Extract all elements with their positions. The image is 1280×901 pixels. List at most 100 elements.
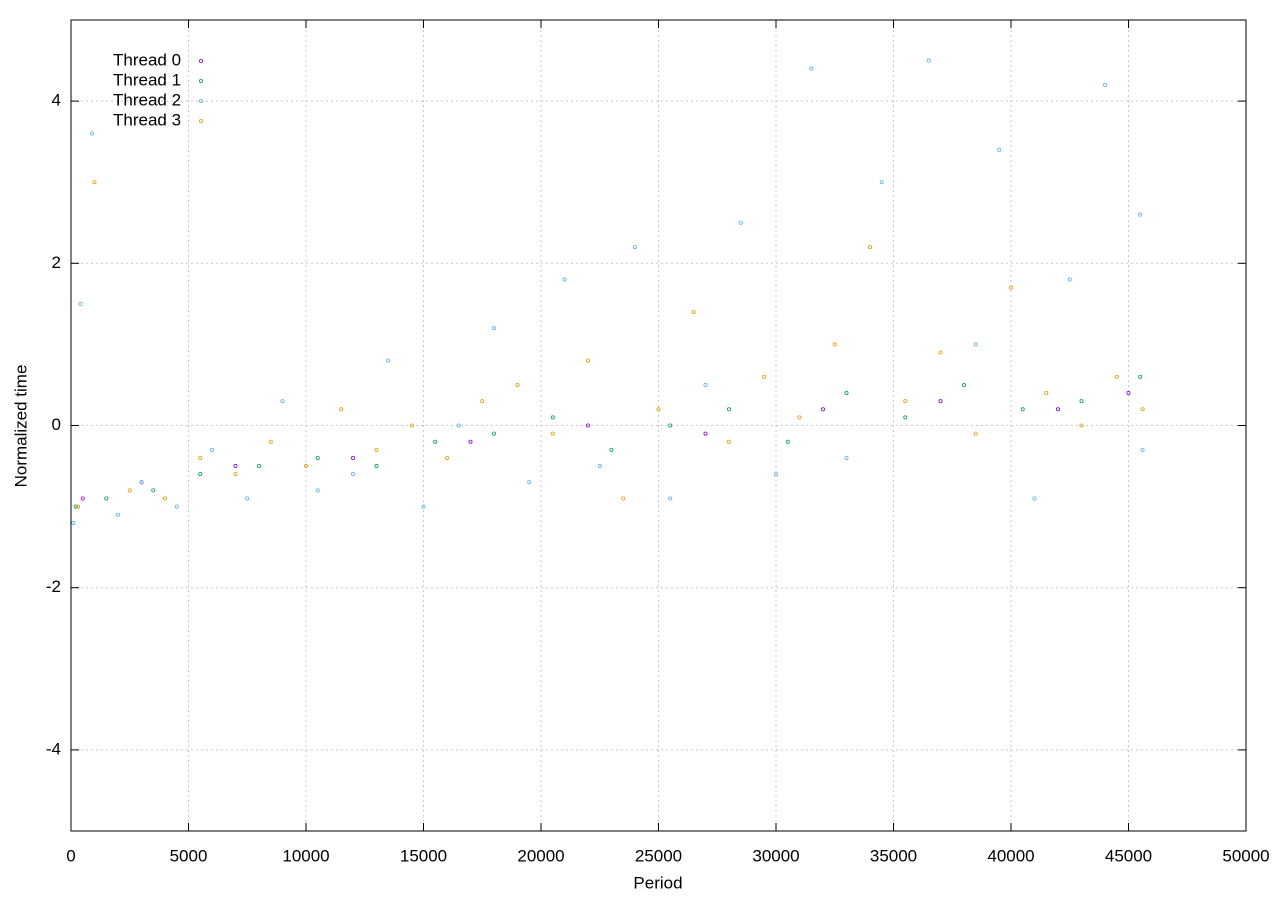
data-point [821,407,826,412]
legend-swatch [198,79,203,84]
data-point [1103,82,1108,87]
data-point [444,455,449,460]
data-point [762,374,767,379]
data-point [350,455,355,460]
data-point [809,66,814,71]
data-point [245,496,250,501]
y-tick-label: 4 [52,91,61,110]
x-tick-label: 30000 [752,846,799,865]
data-point [703,382,708,387]
data-point [374,447,379,452]
data-point [633,245,638,250]
y-tick-label: 0 [52,415,61,434]
data-point [1114,374,1119,379]
data-point [315,455,320,460]
data-point [668,423,673,428]
data-point [515,382,520,387]
x-tick-label: 40000 [987,846,1034,865]
data-point [1140,407,1145,412]
y-tick-label: -4 [46,739,61,758]
data-point [738,220,743,225]
y-tick-label: -2 [46,577,61,596]
data-point [233,472,238,477]
data-point [1056,407,1061,412]
x-tick-label: 25000 [635,846,682,865]
data-point [1079,399,1084,404]
data-point [73,504,78,509]
data-point [926,58,931,63]
data-point [162,496,167,501]
legend-label: Thread 2 [113,90,181,109]
data-point [315,488,320,493]
data-point [1138,212,1143,217]
legend-label: Thread 1 [113,70,181,89]
data-point [209,447,214,452]
x-tick-label: 45000 [1105,846,1152,865]
data-point [550,415,555,420]
data-point [1067,277,1072,282]
data-point [421,504,426,509]
legend-swatch [198,99,203,104]
x-tick-label: 50000 [1222,846,1269,865]
data-point [1020,407,1025,412]
data-point [621,496,626,501]
data-point [433,439,438,444]
data-point [962,382,967,387]
data-point [116,512,121,517]
data-point [139,480,144,485]
data-point [938,350,943,355]
data-point [1138,374,1143,379]
x-tick-label: 10000 [282,846,329,865]
data-point [997,147,1002,152]
legend-swatch [198,119,203,124]
data-point [562,277,567,282]
data-point [76,504,81,509]
data-point [456,423,461,428]
data-point [268,439,273,444]
y-tick-label: 2 [52,253,61,272]
data-point [609,447,614,452]
data-point [973,342,978,347]
x-tick-label: 35000 [870,846,917,865]
data-point [586,423,591,428]
data-point [198,472,203,477]
data-point [350,472,355,477]
data-point [656,407,661,412]
data-point [409,423,414,428]
data-point [78,301,83,306]
data-point [703,431,708,436]
data-point [727,407,732,412]
x-tick-label: 20000 [517,846,564,865]
data-point [903,399,908,404]
data-point [903,415,908,420]
data-point [104,496,109,501]
data-point [586,358,591,363]
data-point [151,488,156,493]
data-point [303,464,308,469]
data-point [386,358,391,363]
legend-label: Thread 3 [113,110,181,129]
data-point [879,180,884,185]
data-point [527,480,532,485]
data-point [71,520,76,525]
data-point [597,464,602,469]
y-axis-label: Normalized time [11,365,30,488]
data-point [90,131,95,136]
data-point [92,180,97,185]
x-tick-label: 15000 [400,846,447,865]
data-point [374,464,379,469]
data-point [727,439,732,444]
data-point [280,399,285,404]
data-point [339,407,344,412]
data-point [1032,496,1037,501]
data-point [233,464,238,469]
data-point [480,399,485,404]
plot-frame [70,19,1247,832]
data-point [691,309,696,314]
data-point [1009,285,1014,290]
data-point [127,488,132,493]
data-point [198,455,203,460]
x-tick-label: 0 [66,846,75,865]
data-point [1044,391,1049,396]
data-point [491,326,496,331]
